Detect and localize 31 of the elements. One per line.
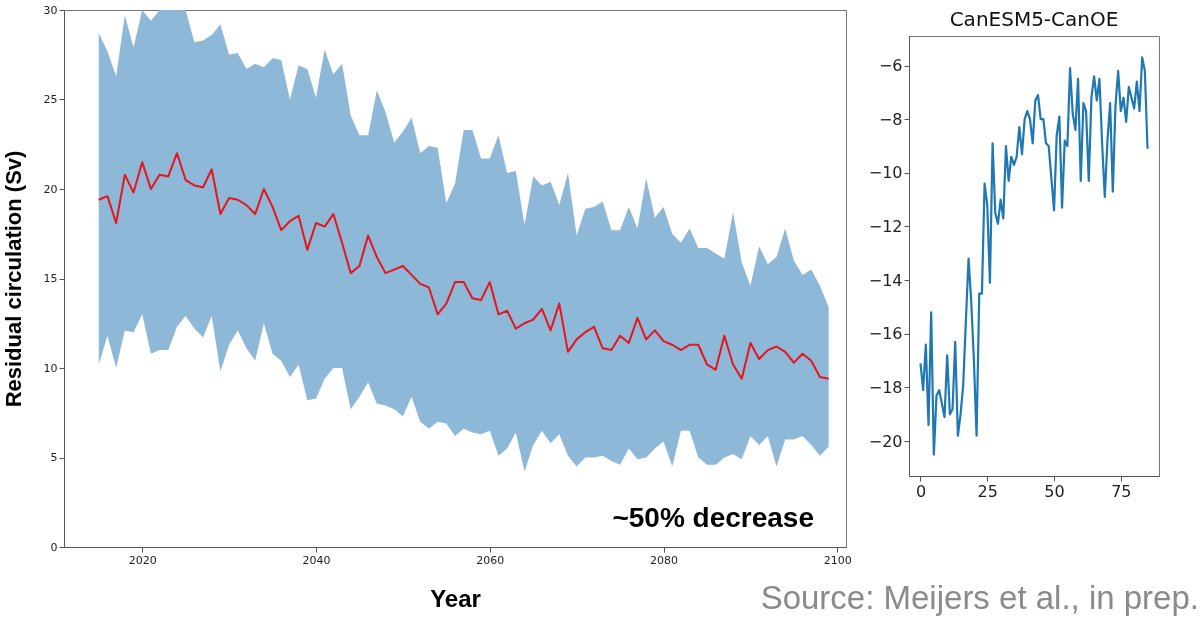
y-tick-label: 10	[43, 361, 58, 375]
y-tick-label: −10	[868, 163, 903, 183]
y-tick-label: −14	[868, 270, 903, 290]
x-tick-label: 2100	[823, 553, 852, 567]
y-tick-label: 5	[50, 451, 58, 464]
y-tick-label: 25	[43, 93, 58, 106]
x-tick-label: 75	[1111, 481, 1132, 501]
y-tick-label: −20	[868, 431, 903, 451]
y-axis-title: Residual circulation (Sv)	[0, 150, 26, 408]
x-tick-label: 2060	[476, 553, 505, 567]
x-axis-title: Year	[430, 584, 481, 612]
y-tick-label: 0	[50, 540, 58, 554]
y-tick-label: −18	[868, 377, 903, 397]
x-tick-label: 2080	[650, 553, 679, 567]
chart-title: CanESM5-CanOE	[949, 7, 1119, 31]
x-tick-label: 2020	[128, 553, 157, 567]
line-series	[97, 152, 830, 380]
line-series	[919, 56, 1149, 456]
y-tick-label: −16	[868, 324, 903, 344]
x-tick-label: 0	[915, 481, 927, 501]
y-tick-label: 20	[43, 182, 58, 196]
x-tick-label: 2040	[302, 553, 331, 567]
source-note: Source: Meijers et al., in prep.	[760, 579, 1199, 616]
y-tick-label: −8	[878, 109, 903, 129]
y-tick-label: −12	[868, 216, 903, 236]
y-tick-label: −6	[878, 56, 903, 76]
y-tick-label: 30	[43, 3, 58, 17]
annotation: ~50% decrease	[612, 502, 814, 533]
x-tick-label: 25	[977, 481, 998, 501]
y-tick-label: 15	[43, 272, 58, 285]
x-tick-label: 50	[1044, 481, 1065, 501]
